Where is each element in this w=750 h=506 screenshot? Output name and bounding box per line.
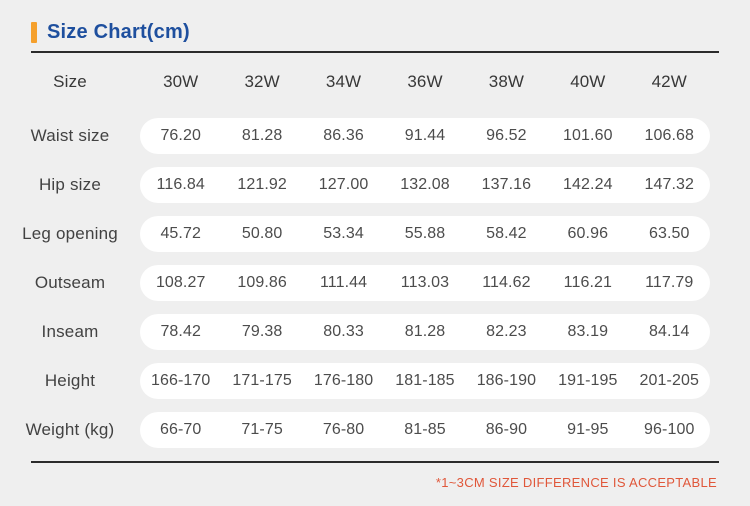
table-row: Waist size 76.20 81.28 86.36 91.44 96.52 101.6… <box>0 111 750 160</box>
size-value-cell: 81.28 <box>241 126 283 144</box>
row-values-pill: 116.84 121.92 127.00 132.08 137.16 142.24 147.… <box>140 166 710 203</box>
row-values-pill: 108.27 109.86 111.44 113.03 114.62 116.21 117.… <box>140 264 710 301</box>
column-header: 42W <box>651 72 687 91</box>
size-value-cell: 117.79 <box>645 273 694 291</box>
size-value-cell: 83.19 <box>567 322 609 340</box>
size-value-cell: 114.62 <box>482 273 531 291</box>
size-value-cell: 84.14 <box>648 322 690 340</box>
footnote: *1~3CM SIZE DIFFERENCE IS ACCEPTABLE <box>435 475 717 490</box>
size-value-cell: 121.92 <box>237 175 287 193</box>
size-value-cell: 63.50 <box>648 224 690 242</box>
size-value-cell: 186-190 <box>476 371 537 389</box>
size-value-cell: 50.80 <box>241 224 283 242</box>
size-value-cell: 86-90 <box>485 420 528 438</box>
size-value-cell: 116.84 <box>156 175 205 193</box>
size-value-cell: 81.28 <box>404 322 446 340</box>
table-row: Height 166-170 171-175 176-180 181-185 186-19… <box>0 356 750 405</box>
size-value-cell: 91.44 <box>404 126 446 144</box>
size-value-cell: 176-180 <box>313 371 374 389</box>
row-label: Weight (kg) <box>25 419 115 439</box>
size-value-cell: 166-170 <box>151 371 211 389</box>
table-row: Hip size 116.84 121.92 127.00 132.08 137.16 14… <box>0 160 750 209</box>
size-value-cell: 108.27 <box>155 273 206 291</box>
size-value-cell: 45.72 <box>160 224 201 242</box>
table-body: Waist size 76.20 81.28 86.36 91.44 96.52 101.6… <box>0 111 750 454</box>
header-values-group: 30W 32W 34W 36W 38W 40W 42W <box>140 64 710 100</box>
table-header-row: Size 30W 32W 34W 36W 38W 40W 42W <box>0 53 750 111</box>
row-values-pill: 66-70 71-75 76-80 81-85 86-90 91-95 96-100 <box>140 411 710 448</box>
row-label: Hip size <box>38 174 102 194</box>
size-value-cell: 191-195 <box>558 371 618 389</box>
size-value-cell: 58.42 <box>486 224 527 242</box>
size-value-cell: 137.16 <box>481 175 532 193</box>
table-row: Weight (kg) 66-70 71-75 76-80 81-85 86-90 91-9… <box>0 405 750 454</box>
row-label: Outseam <box>34 272 106 292</box>
row-values-pill: 45.72 50.80 53.34 55.88 58.42 60.96 63.50 <box>140 215 710 252</box>
row-label: Waist size <box>30 125 110 145</box>
size-value-cell: 116.21 <box>563 273 612 291</box>
size-value-cell: 201-205 <box>639 371 699 389</box>
column-header: 30W <box>163 72 199 91</box>
size-value-cell: 96.52 <box>486 126 527 144</box>
size-value-cell: 91-95 <box>567 420 609 438</box>
table-row: Inseam 78.42 79.38 80.33 81.28 82.23 83.19 84.1… <box>0 307 750 356</box>
column-header: 40W <box>570 72 606 91</box>
section-header: Size Chart(cm) <box>0 0 750 48</box>
size-value-cell: 142.24 <box>563 175 613 193</box>
column-header: 36W <box>407 72 443 91</box>
size-value-cell: 86.36 <box>323 126 364 144</box>
size-value-cell: 79.38 <box>241 322 283 340</box>
row-label: Leg opening <box>22 223 118 243</box>
size-value-cell: 78.42 <box>160 322 201 340</box>
size-value-cell: 53.34 <box>323 224 364 242</box>
size-value-cell: 55.88 <box>404 224 446 242</box>
divider-top <box>31 51 719 53</box>
column-header-size: Size <box>53 72 87 91</box>
size-value-cell: 60.96 <box>567 224 609 242</box>
size-value-cell: 127.00 <box>318 175 369 193</box>
size-value-cell: 76-80 <box>322 420 365 438</box>
row-label: Height <box>44 370 96 390</box>
column-header: 34W <box>325 72 362 91</box>
row-values-pill: 166-170 171-175 176-180 181-185 186-190 191-1… <box>140 362 710 399</box>
row-values-pill: 78.42 79.38 80.33 81.28 82.23 83.19 84.14 <box>140 313 710 350</box>
size-value-cell: 76.20 <box>160 126 201 144</box>
size-value-cell: 171-175 <box>232 371 292 389</box>
column-header: 32W <box>244 72 280 91</box>
size-value-cell: 111.44 <box>319 273 368 291</box>
divider-bottom <box>31 461 719 463</box>
table-row: Leg opening 45.72 50.80 53.34 55.88 58.42 60.9… <box>0 209 750 258</box>
size-value-cell: 181-185 <box>395 371 455 389</box>
page-title: Size Chart(cm) <box>47 21 190 43</box>
table-row: Outseam 108.27 109.86 111.44 113.03 114.62 116… <box>0 258 750 307</box>
size-table: Size 30W 32W 34W 36W 38W 40W 42W Waist size 76.2… <box>0 53 750 454</box>
size-value-cell: 147.32 <box>644 175 695 193</box>
size-value-cell: 113.03 <box>400 273 450 291</box>
size-value-cell: 109.86 <box>237 273 287 291</box>
size-value-cell: 66-70 <box>160 420 202 438</box>
accent-bar-icon <box>31 22 37 43</box>
size-value-cell: 106.68 <box>644 126 695 144</box>
size-value-cell: 132.08 <box>400 175 450 193</box>
size-value-cell: 96-100 <box>644 420 695 438</box>
size-value-cell: 80.33 <box>323 322 364 340</box>
size-value-cell: 81-85 <box>404 420 446 438</box>
row-values-pill: 76.20 81.28 86.36 91.44 96.52 101.60 106.68 <box>140 117 710 154</box>
size-value-cell: 71-75 <box>241 420 283 438</box>
column-header: 38W <box>488 72 525 91</box>
row-label: Inseam <box>41 321 99 341</box>
size-value-cell: 101.60 <box>563 126 613 144</box>
size-value-cell: 82.23 <box>486 322 527 340</box>
